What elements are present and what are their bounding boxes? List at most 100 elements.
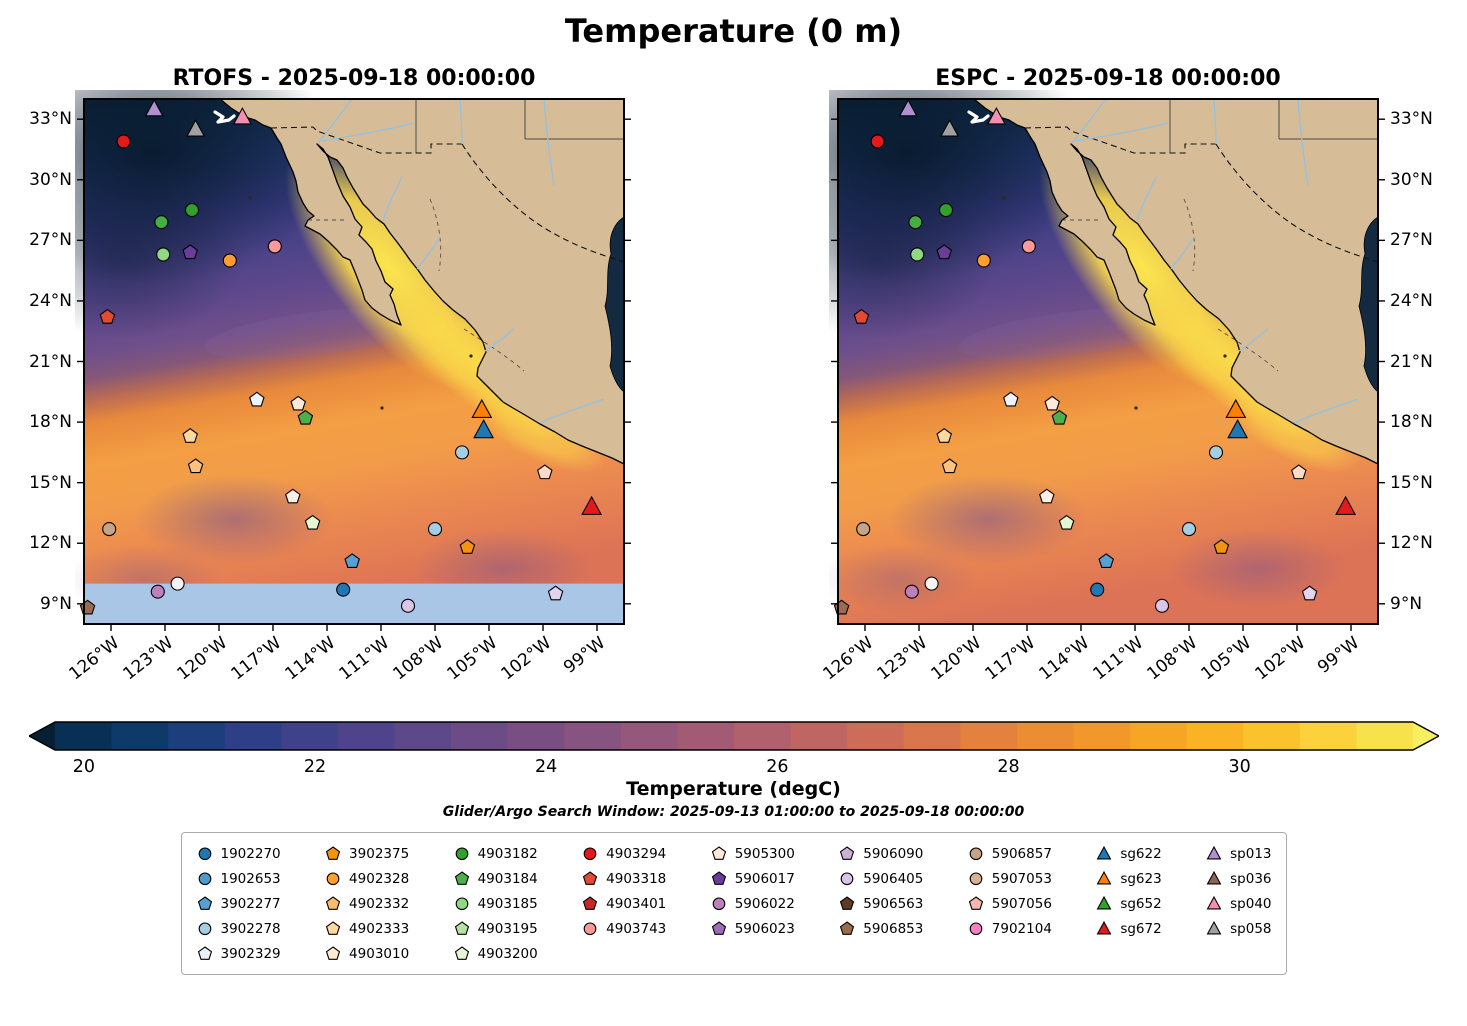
map-marker bbox=[454, 445, 470, 460]
legend-item-5907056: 5907056 bbox=[967, 893, 1052, 914]
legend-item-3902278: 3902278 bbox=[196, 918, 281, 939]
pentagon-marker-icon bbox=[711, 921, 726, 935]
map-marker bbox=[1058, 514, 1075, 530]
legend-label: 4903010 bbox=[349, 945, 410, 962]
map-marker bbox=[285, 488, 301, 504]
legend-marker bbox=[197, 946, 212, 960]
legend-item-4903200: 4903200 bbox=[453, 943, 538, 964]
map-marker bbox=[856, 522, 871, 537]
map-marker bbox=[1051, 409, 1068, 425]
colorbar-tick-label: 28 bbox=[997, 757, 1019, 776]
legend-marker bbox=[325, 921, 341, 935]
map-marker bbox=[1044, 395, 1060, 411]
legend-marker bbox=[840, 896, 855, 910]
map-marker bbox=[184, 203, 200, 218]
colorbar-right-arrow bbox=[1412, 722, 1439, 750]
map-marker bbox=[304, 514, 321, 530]
circle-marker-icon bbox=[198, 922, 211, 936]
legend-label: 5906090 bbox=[863, 845, 924, 862]
legend-marker bbox=[325, 946, 341, 960]
triangle-marker-icon bbox=[1206, 895, 1222, 910]
map-marker bbox=[267, 239, 282, 254]
lat-tick-label: 27°N bbox=[1390, 230, 1433, 251]
colorbar-tick-label: 26 bbox=[766, 757, 788, 776]
legend-marker bbox=[969, 847, 983, 861]
legend-column: 5905300 5906017 5906022 5906023 bbox=[710, 843, 795, 964]
legend-label: sp013 bbox=[1230, 845, 1272, 862]
legend-marker bbox=[840, 872, 854, 886]
map-marker bbox=[471, 398, 493, 419]
legend-item-5906857: 5906857 bbox=[967, 843, 1052, 864]
map-marker bbox=[1208, 445, 1224, 460]
pentagon-marker-icon bbox=[711, 846, 726, 860]
map-marker bbox=[249, 391, 265, 407]
map-marker bbox=[976, 253, 991, 268]
map-marker bbox=[936, 428, 952, 443]
legend-item-5906405: 5906405 bbox=[838, 868, 923, 889]
legend-item-4903294: 4903294 bbox=[581, 843, 666, 864]
map-canvas-espc bbox=[829, 90, 1385, 631]
legend-label: 4902332 bbox=[349, 895, 410, 912]
legend-label: 5906563 bbox=[863, 895, 924, 912]
pentagon-marker-icon bbox=[840, 896, 855, 910]
legend-marker bbox=[454, 946, 469, 960]
map-espc: 33°N 30°N 27°N 24°N 21°N 18°N 15°N 12°N 9°N 126°W… bbox=[819, 90, 1433, 684]
map-marker bbox=[170, 576, 185, 591]
circle-marker-icon bbox=[326, 872, 340, 886]
map-marker bbox=[910, 247, 925, 262]
legend-label: sg652 bbox=[1120, 895, 1162, 912]
lat-tick-label: 24°N bbox=[1390, 290, 1433, 311]
panel-title-espc: ESPC - 2025-09-18 00:00:00 bbox=[935, 66, 1281, 91]
legend-item-4903185: 4903185 bbox=[453, 893, 538, 914]
map-marker bbox=[941, 458, 958, 474]
lat-tick-label: 12°N bbox=[29, 533, 72, 554]
legend-item-4902333: 4902333 bbox=[324, 918, 409, 939]
map-marker bbox=[1003, 391, 1019, 407]
map-marker bbox=[154, 215, 169, 230]
legend-item-4903318: 4903318 bbox=[581, 868, 666, 889]
legend-label: 5906022 bbox=[734, 895, 795, 912]
legend-label: 4903184 bbox=[477, 870, 538, 887]
triangle-marker-icon bbox=[1096, 845, 1112, 860]
pentagon-marker-icon bbox=[325, 946, 341, 960]
map-marker bbox=[473, 419, 495, 439]
legend-marker bbox=[325, 846, 341, 860]
legend-marker bbox=[1206, 845, 1222, 860]
map-marker bbox=[1213, 539, 1230, 554]
legend-item-4903182: 4903182 bbox=[453, 843, 538, 864]
map-marker bbox=[1227, 419, 1249, 439]
legend-label: 3902277 bbox=[220, 895, 281, 912]
legend-item-4902332: 4902332 bbox=[324, 893, 409, 914]
legend-item-3902329: 3902329 bbox=[196, 943, 281, 964]
legend-column: sp013 sp036 sp040 sp058 bbox=[1205, 843, 1272, 964]
legend-label: sp040 bbox=[1230, 895, 1272, 912]
legend-marker bbox=[583, 922, 597, 936]
map-marker bbox=[898, 98, 918, 117]
figure-title: Temperature (0 m) bbox=[564, 12, 903, 50]
legend-marker bbox=[969, 922, 983, 936]
legend-label: sg622 bbox=[1120, 845, 1162, 862]
legend-item-sp036: sp036 bbox=[1205, 868, 1272, 889]
map-marker bbox=[1181, 522, 1197, 537]
triangle-marker-icon bbox=[1096, 920, 1112, 935]
legend-label: 5906853 bbox=[863, 920, 924, 937]
colorbar-tick-label: 30 bbox=[1228, 757, 1250, 776]
legend-marker bbox=[583, 871, 598, 885]
legend-item-sp013: sp013 bbox=[1205, 843, 1272, 864]
lat-tick-label: 12°N bbox=[1390, 533, 1433, 554]
colorbar-tick-label: 22 bbox=[303, 757, 325, 776]
legend-item-sg622: sg622 bbox=[1095, 843, 1162, 864]
legend-item-4903184: 4903184 bbox=[453, 868, 538, 889]
legend-marker bbox=[455, 847, 468, 861]
legend-item-4903195: 4903195 bbox=[453, 918, 538, 939]
map-marker bbox=[1335, 495, 1357, 515]
search-window-subtitle: Glider/Argo Search Window: 2025-09-13 01… bbox=[442, 804, 1025, 820]
legend-marker bbox=[711, 846, 726, 860]
lat-tick-label: 18°N bbox=[29, 412, 72, 433]
legend-item-sg652: sg652 bbox=[1095, 893, 1162, 914]
lat-tick-label: 33°N bbox=[1390, 109, 1433, 130]
pentagon-marker-icon bbox=[325, 896, 341, 910]
legend-label: 4903182 bbox=[477, 845, 538, 862]
legend-item-5906090: 5906090 bbox=[838, 843, 923, 864]
map-marker bbox=[427, 522, 443, 537]
